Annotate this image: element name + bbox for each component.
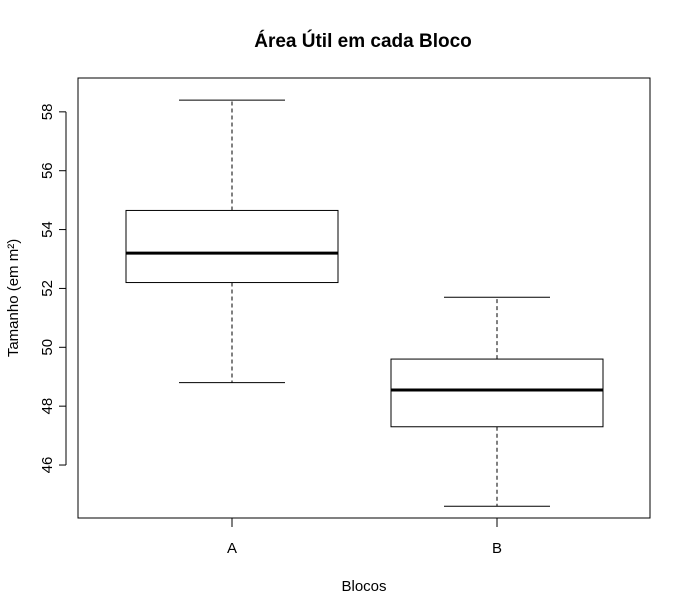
box-a [125, 99, 339, 384]
y-axis: 46 48 50 52 54 56 58 [39, 104, 67, 474]
plot-frame [77, 77, 651, 519]
box-b-iqr [390, 358, 604, 428]
boxes [125, 99, 604, 507]
y-tick-label-6: 58 [39, 104, 56, 121]
y-axis-label: Tamanho (em m²) [5, 239, 22, 357]
box-a-iqr [125, 209, 339, 284]
y-tick-label-0: 46 [39, 457, 56, 474]
x-axis-label: Blocos [341, 578, 386, 595]
y-tick-label-5: 56 [39, 162, 56, 179]
y-tick-label-4: 54 [39, 221, 56, 238]
box-b [390, 296, 604, 507]
y-tick-label-1: 48 [39, 398, 56, 415]
x-tick-label-b: B [492, 540, 502, 557]
x-tick-label-a: A [227, 540, 237, 557]
y-tick-label-3: 52 [39, 280, 56, 297]
y-tick-label-2: 50 [39, 339, 56, 356]
chart-title: Área Útil em cada Bloco [254, 30, 472, 52]
